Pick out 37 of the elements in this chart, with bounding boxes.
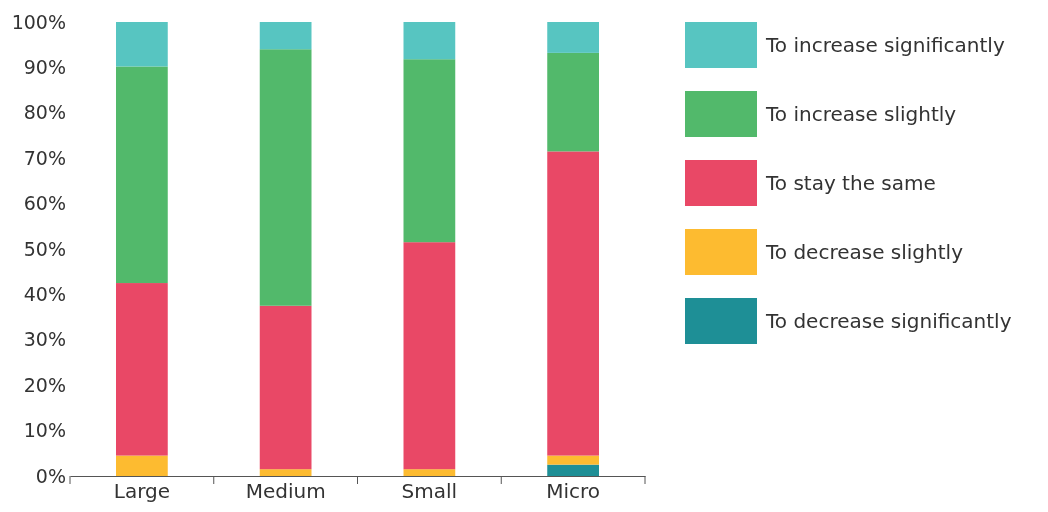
y-tick-label: 0% xyxy=(35,464,66,487)
y-tick-label: 100% xyxy=(11,10,66,33)
bar xyxy=(403,469,456,476)
y-tick-label: 40% xyxy=(23,282,66,305)
legend-label: To decrease slightly xyxy=(765,240,964,264)
bar xyxy=(116,22,168,67)
bar xyxy=(259,49,312,306)
bar xyxy=(259,22,312,50)
bar xyxy=(116,66,168,284)
bar xyxy=(547,22,599,53)
y-tick-label: 20% xyxy=(23,373,66,396)
y-tick-label: 10% xyxy=(23,419,66,442)
y-tick-label: 90% xyxy=(23,55,66,78)
y-tick-label: 50% xyxy=(23,237,66,260)
bar xyxy=(116,455,168,476)
bar xyxy=(547,151,599,456)
legend-label: To stay the same xyxy=(765,171,936,195)
y-tick-label: 60% xyxy=(23,192,66,215)
legend-label: To increase significantly xyxy=(765,33,1005,57)
bar xyxy=(403,242,456,470)
bar xyxy=(259,469,312,476)
bar xyxy=(547,464,599,476)
y-tick-label: 70% xyxy=(23,146,66,169)
x-tick-label: Small xyxy=(401,479,458,504)
bar xyxy=(116,283,168,456)
x-tick-label: Micro xyxy=(546,479,601,504)
x-tick-label: Large xyxy=(113,479,171,504)
x-tick-label: Medium xyxy=(245,479,326,504)
y-tick-label: 80% xyxy=(23,101,66,124)
legend-label: To decrease significantly xyxy=(765,309,1012,333)
legend-label: To increase slightly xyxy=(765,102,957,126)
bar xyxy=(547,52,599,152)
bar xyxy=(403,59,456,243)
bar xyxy=(403,22,456,60)
bar xyxy=(547,455,599,465)
bar xyxy=(259,305,312,470)
y-tick-label: 30% xyxy=(23,328,66,351)
